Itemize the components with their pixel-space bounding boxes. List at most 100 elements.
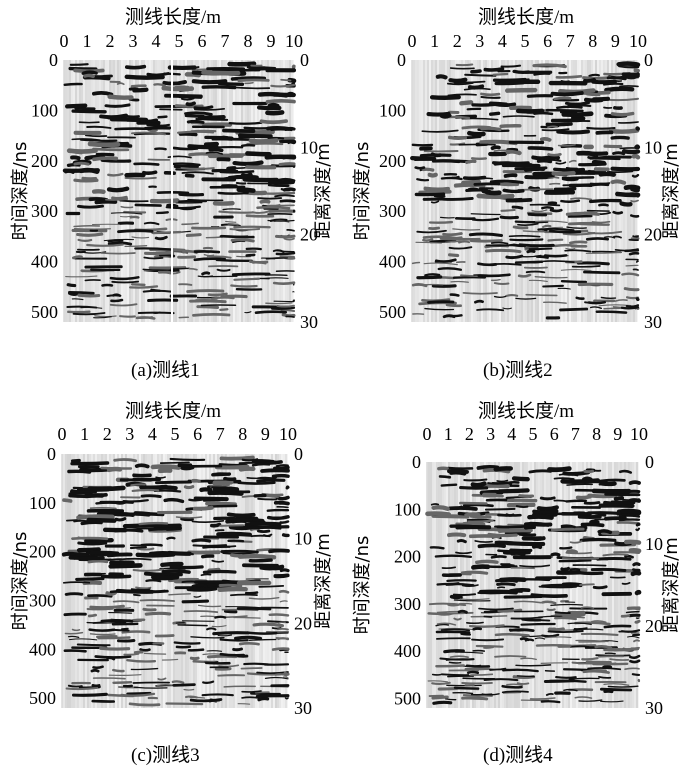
reflection-streak: [572, 628, 604, 631]
reflection-streak: [467, 130, 486, 137]
reflection-streak: [124, 176, 157, 180]
reflection-streak: [512, 243, 527, 248]
reflection-streak: [111, 195, 128, 201]
reflection-streak: [503, 173, 518, 178]
reflection-streak: [451, 175, 460, 180]
reflection-streak: [440, 483, 458, 487]
reflection-streak: [431, 513, 470, 519]
reflection-streak: [86, 125, 112, 129]
reflection-streak: [180, 97, 195, 101]
reflection-streak: [447, 469, 469, 474]
reflection-streak: [448, 506, 478, 511]
reflection-streak: [628, 480, 641, 485]
reflection-streak: [459, 486, 489, 490]
y-right-axis-title: 距离深度/m: [313, 143, 334, 239]
reflection-streak: [563, 688, 578, 692]
reflection-streak: [71, 692, 108, 697]
reflection-streak: [237, 78, 270, 83]
reflection-streak: [111, 558, 123, 561]
reflection-streak: [76, 514, 115, 520]
reflection-streak: [448, 314, 463, 318]
reflection-streak: [434, 554, 473, 559]
y-right-tick-label: 10: [645, 534, 663, 554]
x-tick-label: 6: [193, 424, 202, 444]
reflection-streak: [447, 532, 467, 538]
reflection-streak: [84, 538, 114, 544]
reflection-streak: [520, 657, 537, 661]
reflection-streak: [543, 679, 575, 683]
reflection-streak: [184, 111, 213, 116]
reflection-streak: [579, 537, 617, 542]
reflection-streak: [614, 248, 639, 252]
reflection-streak: [73, 224, 101, 228]
reflection-streak: [459, 100, 474, 106]
reflection-streak: [556, 105, 583, 110]
reflection-streak: [555, 161, 567, 165]
reflection-streak: [540, 662, 569, 664]
reflection-streak: [455, 551, 472, 555]
reflection-streak: [68, 638, 98, 641]
reflection-streak: [429, 94, 461, 100]
reflection-streak: [76, 548, 99, 552]
reflection-streak: [604, 236, 616, 239]
reflection-streak: [566, 226, 587, 229]
reflection-streak: [521, 618, 542, 622]
reflection-streak: [621, 149, 641, 155]
reflection-streak: [462, 175, 487, 181]
reflection-streak: [251, 462, 271, 467]
reflection-streak: [148, 528, 182, 533]
reflection-streak: [97, 74, 113, 79]
reflection-streak: [489, 179, 524, 184]
reflection-streak: [86, 243, 124, 247]
reflection-streak: [415, 241, 442, 244]
reflection-streak: [217, 191, 249, 195]
reflection-streak: [477, 543, 506, 549]
reflection-streak: [279, 520, 290, 524]
reflection-streak: [547, 125, 558, 129]
reflection-streak: [452, 228, 481, 231]
reflection-streak: [565, 211, 600, 216]
reflection-streak: [548, 155, 560, 160]
reflection-streak: [185, 233, 202, 238]
reflection-streak: [278, 589, 290, 594]
reflection-streak: [124, 74, 165, 80]
reflection-streak: [69, 63, 89, 66]
reflection-streak: [178, 192, 205, 197]
reflection-streak: [155, 211, 169, 215]
reflection-streak: [236, 187, 256, 193]
reflection-streak: [68, 492, 108, 498]
reflection-streak: [111, 622, 139, 626]
reflection-streak: [271, 647, 290, 651]
reflection-streak: [196, 305, 220, 309]
y-left-tick-label: 0: [47, 444, 56, 464]
reflection-streak: [236, 607, 272, 611]
reflection-streak: [567, 622, 592, 626]
reflection-streak: [586, 93, 601, 97]
reflection-streak: [281, 533, 290, 538]
reflection-streak: [181, 222, 199, 226]
reflection-streak: [216, 531, 253, 537]
reflection-streak: [517, 273, 532, 278]
reflection-streak: [452, 593, 477, 596]
reflection-streak: [124, 64, 147, 70]
reflection-streak: [284, 697, 289, 700]
reflection-streak: [223, 609, 238, 614]
reflection-streak: [497, 182, 520, 187]
reflection-streak: [149, 198, 180, 204]
x-tick-label: 10: [629, 31, 647, 51]
reflection-streak: [623, 539, 642, 545]
reflection-streak: [194, 107, 226, 111]
reflection-streak: [248, 558, 273, 563]
reflection-streak: [161, 85, 195, 92]
y-left-tick-label: 100: [379, 100, 406, 120]
reflection-streak: [130, 483, 147, 487]
reflection-streak: [94, 315, 117, 318]
reflection-streak: [159, 461, 190, 464]
reflection-streak: [155, 480, 193, 485]
reflection-streak: [260, 257, 276, 260]
reflection-streak: [422, 238, 434, 242]
y-right-tick-label: 20: [644, 225, 662, 245]
reflection-streak: [191, 519, 225, 523]
reflection-streak: [473, 182, 501, 186]
reflection-streak: [635, 527, 641, 532]
